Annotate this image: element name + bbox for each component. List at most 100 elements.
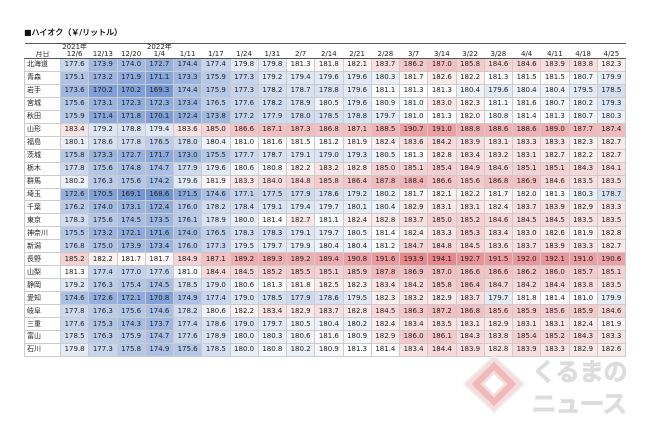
table-row: 北海道 177.6 173.9 174.0 172.7 174.4 177.4 179.8 17… [24, 58, 627, 72]
price-cell: 173.1 [88, 96, 118, 111]
price-cell: 183.3 [540, 342, 570, 358]
header-row-dates: 月日 12/6 12/13 12/20 1/4 1/11 1/17 1/24 1/31 2/7 2/… [24, 51, 626, 59]
price-cell: 182.1 [342, 58, 372, 72]
price-cell: 180.3 [257, 330, 288, 344]
price-cell: 185.6 [483, 304, 514, 319]
price-cell: 172.1 [116, 291, 146, 306]
price-cell: 187.7 [568, 122, 598, 137]
price-cell: 187.0 [427, 265, 457, 280]
logo-text-kuruma: くるまの [532, 358, 628, 386]
price-cell: 182.3 [455, 96, 485, 111]
price-cell: 183.5 [568, 174, 598, 189]
header-year-cell [314, 43, 343, 51]
price-cell: 174.2 [144, 174, 175, 189]
price-cell: 178.7 [285, 83, 316, 98]
price-cell: 179.0 [229, 317, 259, 332]
price-cell: 182.8 [596, 226, 627, 241]
price-cell: 175.6 [116, 174, 146, 189]
table-row: 山形 183.4 179.2 178.8 179.4 183.6 185.0 186.6 187… [24, 122, 627, 137]
price-cell: 181.7 [144, 252, 175, 267]
price-cell: 181.9 [568, 226, 598, 241]
price-cell: 180.2 [370, 187, 401, 202]
price-cell: 188.5 [370, 122, 401, 137]
price-cell: 171.1 [144, 70, 175, 85]
price-cell: 184.2 [511, 278, 542, 293]
price-cell: 184.5 [455, 239, 485, 254]
header-year-cell [456, 43, 485, 51]
header-date-cell: 3/22 [456, 51, 485, 59]
price-cell: 182.6 [596, 342, 627, 358]
price-cell: 183.4 [455, 148, 485, 163]
header-year-cell [230, 43, 259, 51]
price-cell: 179.7 [257, 317, 288, 332]
price-cell: 181.3 [257, 278, 288, 293]
price-cell: 181.8 [314, 58, 344, 72]
price-cell: 190.6 [596, 252, 627, 267]
price-cell: 183.9 [455, 342, 485, 358]
header-year-cell: 2021年 [60, 43, 89, 51]
price-cell: 171.4 [88, 109, 118, 124]
table-row: 愛知 174.6 172.6 172.1 170.8 174.9 177.4 179.0 178… [24, 291, 627, 306]
header-year-cell [371, 43, 400, 51]
price-cell: 174.7 [144, 330, 175, 344]
price-cell: 177.8 [116, 135, 146, 150]
price-cell: 182.7 [285, 213, 316, 228]
price-cell: 181.0 [398, 96, 429, 111]
price-cell: 184.7 [483, 278, 514, 293]
price-cell: 182.2 [88, 252, 118, 267]
price-cell: 189.2 [229, 252, 259, 267]
price-cell: 180.4 [540, 83, 570, 98]
price-cell: 175.5 [59, 226, 90, 241]
table-row: 岩手 173.6 170.2 170.2 169.3 174.4 175.9 177.3 178… [24, 83, 627, 98]
price-cell: 186.2 [511, 265, 542, 280]
price-cell: 179.4 [285, 200, 316, 215]
price-cell: 179.6 [201, 161, 231, 176]
price-cell: 172.4 [172, 109, 203, 124]
price-cell: 179.5 [568, 83, 598, 98]
price-cell: 180.5 [285, 317, 316, 332]
price-cell: 172.3 [116, 96, 146, 111]
price-cell: 180.5 [370, 148, 401, 163]
price-cell: 177.9 [172, 161, 203, 176]
price-cell: 180.8 [257, 161, 288, 176]
price-cell: 181.0 [568, 291, 598, 306]
price-cell: 177.6 [59, 317, 90, 332]
price-cell: 179.1 [285, 148, 316, 163]
price-cell: 183.4 [257, 304, 288, 319]
price-cell: 183.1 [455, 317, 485, 332]
price-cell: 183.1 [427, 200, 457, 215]
header-year-cell [286, 43, 315, 51]
price-cell: 174.8 [116, 161, 146, 176]
price-cell: 183.1 [483, 135, 514, 150]
price-cell: 185.8 [314, 174, 344, 189]
table-row: 山梨 181.3 177.4 177.0 177.6 181.0 184.4 184.5 185… [24, 265, 627, 280]
price-cell: 174.0 [172, 226, 203, 241]
header-date-cell: 3/14 [427, 51, 456, 59]
price-cell: 183.4 [370, 278, 401, 293]
prefecture-cell: 宮城 [24, 96, 61, 111]
price-cell: 192.0 [511, 252, 542, 267]
table-row: 埼玉 172.6 170.5 169.1 168.6 171.5 174.6 177.1 177… [24, 187, 627, 202]
price-cell: 179.6 [342, 70, 372, 85]
price-cell: 180.2 [568, 96, 598, 111]
price-cell: 175.8 [59, 148, 90, 163]
price-cell: 175.3 [88, 317, 118, 332]
price-cell: 183.1 [455, 200, 485, 215]
price-cell: 181.4 [257, 213, 288, 228]
price-cell: 180.5 [314, 96, 344, 111]
price-cell: 173.4 [144, 239, 175, 254]
price-cell: 168.6 [144, 187, 175, 202]
price-cell: 181.5 [511, 70, 542, 85]
price-cell: 183.4 [398, 342, 429, 358]
price-cell: 177.2 [229, 109, 259, 124]
price-cell: 184.5 [370, 304, 401, 319]
price-cell: 169.3 [144, 83, 175, 98]
price-cell: 180.0 [229, 330, 259, 344]
price-cell: 187.1 [201, 252, 231, 267]
price-cell: 174.6 [144, 304, 175, 319]
table-row: 神奈川 175.5 173.2 172.1 171.6 174.0 176.5 178.3 17… [24, 226, 627, 241]
price-cell: 186.4 [455, 278, 485, 293]
price-cell: 185.8 [427, 278, 457, 293]
price-cell: 180.4 [314, 239, 344, 254]
price-cell: 185.2 [540, 330, 570, 344]
